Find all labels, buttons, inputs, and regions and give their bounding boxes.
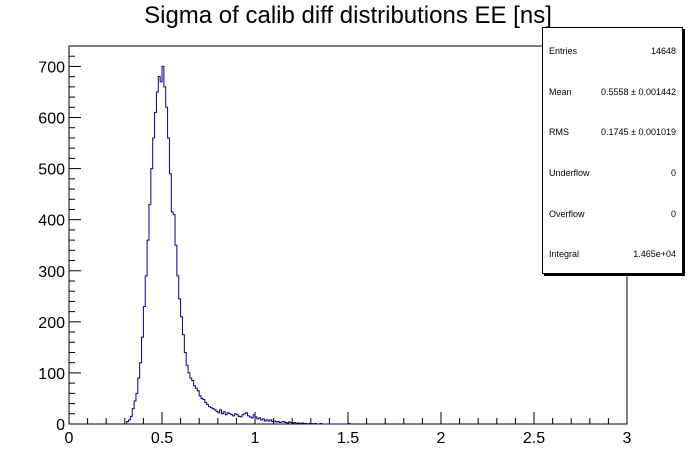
stat-overflow-value: 0	[670, 209, 676, 219]
x-tick-label: 2	[437, 430, 446, 447]
chart-title: Sigma of calib diff distributions EE [ns…	[144, 2, 552, 29]
stat-overflow-label: Overflow	[549, 209, 585, 219]
histogram-series	[124, 65, 351, 425]
stat-entries: Entries 14648	[543, 46, 682, 62]
x-tick-label: 0.5	[151, 430, 173, 447]
stat-mean-value: 0.5558 ± 0.001442	[600, 87, 676, 97]
y-tick-label: 500	[38, 162, 65, 179]
stat-integral-label: Integral	[549, 249, 580, 259]
stat-underflow-value: 0	[670, 168, 676, 178]
stat-overflow: Overflow 0	[543, 209, 682, 225]
y-axis: 0 100 200 300 400 500 600 700	[38, 45, 81, 434]
x-tick-label: 1.5	[337, 430, 359, 447]
y-tick-label: 200	[38, 315, 65, 332]
stats-box: Entries 14648 Mean 0.5558 ± 0.001442 RMS…	[542, 27, 683, 274]
stat-rms-value: 0.1745 ± 0.001019	[600, 127, 676, 137]
stat-integral-value: 1.465e+04	[633, 249, 676, 259]
stat-underflow-label: Underflow	[549, 168, 590, 178]
y-tick-label: 400	[38, 213, 65, 230]
stat-mean: Mean 0.5558 ± 0.001442	[543, 87, 682, 103]
x-tick-label: 3	[623, 430, 632, 447]
y-tick-label: 100	[38, 366, 65, 383]
x-axis: 0 0.5 1 1.5 2 2.5 3	[65, 412, 632, 447]
stat-rms-label: RMS	[549, 127, 569, 137]
x-tick-label: 0	[65, 430, 74, 447]
y-tick-label: 700	[38, 59, 65, 76]
stat-rms: RMS 0.1745 ± 0.001019	[543, 127, 682, 143]
stat-underflow: Underflow 0	[543, 168, 682, 184]
x-tick-label: 1	[251, 430, 260, 447]
stat-entries-value: 14648	[650, 46, 676, 56]
stat-entries-label: Entries	[549, 46, 578, 56]
x-tick-label: 2.5	[523, 430, 545, 447]
stat-mean-label: Mean	[549, 87, 572, 97]
y-tick-label: 0	[56, 417, 65, 434]
y-tick-label: 600	[38, 111, 65, 128]
stat-integral: Integral 1.465e+04	[543, 249, 682, 265]
y-tick-label: 300	[38, 264, 65, 281]
